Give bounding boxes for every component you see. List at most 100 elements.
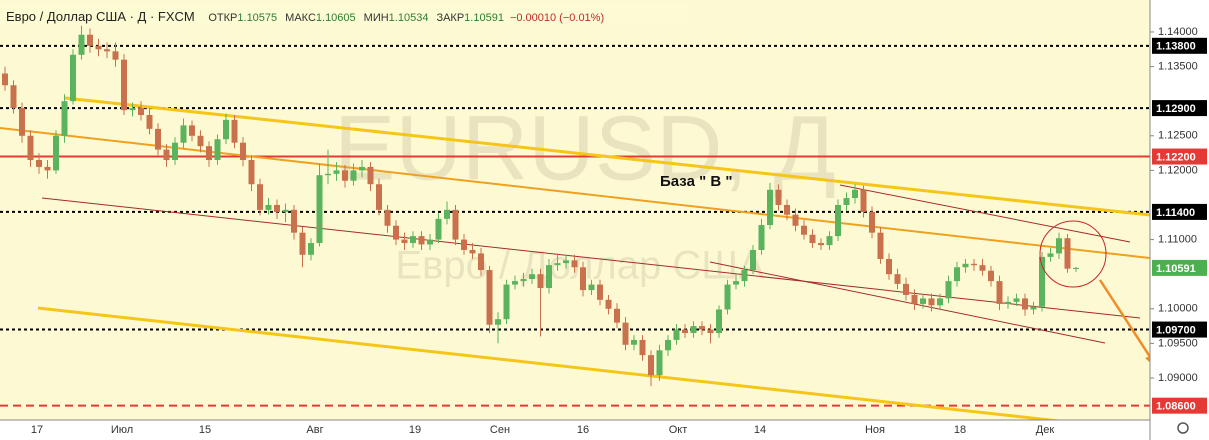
candle-body (928, 298, 935, 306)
trend-line (37, 306, 1141, 432)
candle-body (605, 299, 612, 309)
candle-body (852, 189, 858, 199)
candle-body (758, 225, 765, 250)
candle-body (826, 236, 833, 246)
candle-body (1056, 238, 1062, 254)
candle-body (656, 350, 663, 376)
candle-body (155, 128, 161, 150)
candle-body (452, 209, 459, 240)
candle-body (163, 149, 170, 160)
candle-body (520, 279, 527, 282)
candle-body (945, 281, 952, 299)
candle-body (580, 267, 586, 291)
candle-body (486, 270, 493, 325)
arrow (1098, 279, 1158, 367)
candle-body (843, 198, 850, 205)
candle-body (435, 218, 442, 240)
level-label: 1.09700 (1156, 324, 1196, 336)
candle-body (665, 339, 671, 351)
x-tick-label: Июл (111, 424, 133, 436)
candle-body (53, 135, 59, 171)
candle-body (291, 209, 297, 233)
candle-body (1039, 256, 1045, 307)
y-tick-label: 1.09500 (1158, 337, 1198, 349)
candle-body (104, 49, 110, 52)
candle-body (512, 281, 518, 285)
x-tick-label: 14 (754, 424, 766, 436)
candle-body (529, 274, 535, 280)
annotation: База " В " (660, 173, 732, 190)
x-tick-label: 19 (409, 424, 421, 436)
candle-body (546, 265, 552, 289)
candle-body (10, 85, 17, 109)
candle-body (979, 265, 986, 271)
level-label: 1.11400 (1156, 207, 1195, 219)
level-label-bg (1152, 100, 1207, 117)
candle-body (801, 225, 807, 235)
candle-body (231, 119, 238, 143)
candle-body (571, 260, 578, 268)
candle-body (95, 45, 102, 50)
candle-body (2, 73, 8, 86)
candle-body (393, 225, 399, 240)
candle-body (639, 339, 646, 356)
candle-body (682, 329, 688, 334)
candle-body (733, 281, 739, 285)
candle-body (316, 175, 323, 244)
candle-body (274, 204, 280, 212)
level-label-bg (1152, 203, 1207, 220)
x-tick-label: 17 (31, 424, 43, 436)
level-label-bg (1152, 397, 1207, 414)
candle-body (894, 274, 901, 284)
trend-line (41, 197, 1141, 319)
header-label: МАКС (285, 12, 316, 24)
axis-labels: 1.09000 1.09500 1.10000 1.11000 1.12000 1.125… (31, 26, 1207, 436)
candle-body (503, 284, 510, 320)
candle-body (699, 326, 705, 330)
candle-body (784, 204, 790, 215)
candle-body (588, 284, 595, 291)
candle-body (308, 243, 314, 255)
candle-body (478, 253, 484, 271)
candle-body (257, 184, 263, 210)
candle-body (180, 125, 187, 143)
x-tick-label: 16 (577, 424, 589, 436)
candle-body (614, 308, 620, 323)
candle-body (410, 236, 416, 244)
candle-body (775, 189, 782, 205)
x-tick-label: Сен (490, 424, 510, 436)
candle-body (903, 283, 909, 295)
candle-body (1073, 267, 1079, 269)
candle-body (299, 232, 306, 255)
candle-body (197, 135, 204, 147)
level-label-bg (1152, 37, 1207, 54)
candle-body (401, 239, 408, 244)
candle-body (1005, 301, 1011, 304)
candle-body (954, 267, 960, 282)
candle-body (129, 108, 136, 111)
y-tick-label: 1.14000 (1158, 26, 1198, 38)
candle-body (138, 108, 144, 116)
candle-body (988, 270, 994, 282)
candle-body (223, 119, 229, 140)
header-label: ОТКР (208, 12, 237, 24)
x-tick-label: 18 (954, 424, 966, 436)
time-axis-panel (0, 420, 1150, 440)
candle-body (248, 160, 255, 185)
candle-body (886, 258, 892, 275)
y-tick-label: 1.13500 (1158, 60, 1198, 72)
price-axis-panel (1150, 0, 1209, 440)
y-tick-label: 1.12000 (1158, 164, 1198, 176)
current-price-label: 1.10591 (1156, 263, 1196, 275)
level-label: 1.12900 (1156, 103, 1196, 115)
candle-body (265, 204, 272, 210)
candle-body (333, 170, 340, 174)
candle-body (282, 209, 289, 212)
candle-body (563, 260, 569, 264)
settings-icon[interactable] (1177, 422, 1189, 434)
header-value: 1.10591 (464, 12, 504, 24)
x-tick-label: Дек (1036, 424, 1055, 436)
candle-body (792, 214, 799, 226)
